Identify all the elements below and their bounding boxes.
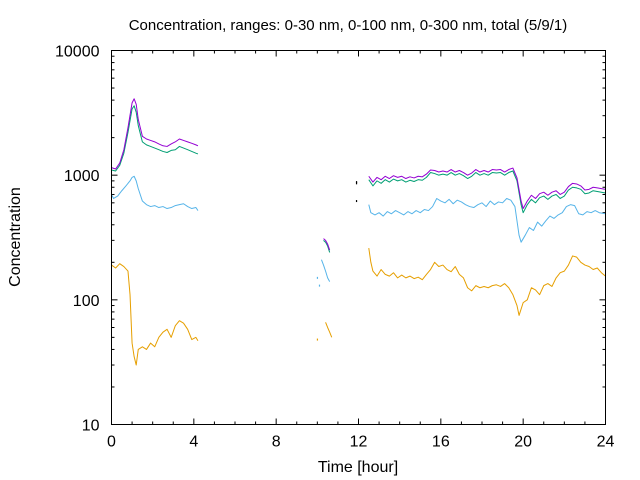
- data-point: [355, 182, 358, 185]
- data-point: [316, 338, 319, 341]
- y-tick-label: 10000: [55, 44, 100, 61]
- x-tick-label: 0: [107, 434, 116, 451]
- x-tick-label: 4: [189, 434, 198, 451]
- x-tick-label: 12: [350, 434, 368, 451]
- y-axis-label: Concentration: [7, 187, 24, 287]
- series-line-1: [111, 175, 199, 211]
- series-line-0: [111, 263, 199, 366]
- series-line-2: [323, 239, 331, 253]
- series-line-3: [323, 238, 331, 251]
- axis-ticks: 0 4 8 12 16 20 24 10 100 1000 10000: [55, 44, 615, 451]
- data-point: [355, 181, 358, 184]
- series-line-3: [111, 98, 199, 170]
- chart-title: Concentration, ranges: 0-30 nm, 0-100 nm…: [129, 17, 568, 34]
- x-tick-label: 8: [272, 434, 281, 451]
- series-line-3: [368, 167, 606, 210]
- x-tick-label: 16: [432, 434, 450, 451]
- x-tick-label: 24: [597, 434, 615, 451]
- data-point: [316, 276, 319, 279]
- series-line-1: [320, 259, 331, 282]
- data-point: [318, 284, 321, 287]
- x-axis-label: Time [hour]: [318, 459, 398, 476]
- data-point: [355, 200, 358, 203]
- y-tick-label: 100: [73, 293, 100, 310]
- y-tick-label: 1000: [64, 168, 100, 185]
- series-line-1: [368, 197, 606, 243]
- y-tick-label: 10: [82, 418, 100, 435]
- series-line-2: [111, 105, 199, 172]
- plot-frame: [111, 50, 606, 425]
- series-line-2: [368, 170, 606, 214]
- series-line-0: [325, 322, 333, 338]
- plot-area: [111, 98, 606, 366]
- x-tick-label: 20: [514, 434, 532, 451]
- series-line-0: [368, 248, 606, 316]
